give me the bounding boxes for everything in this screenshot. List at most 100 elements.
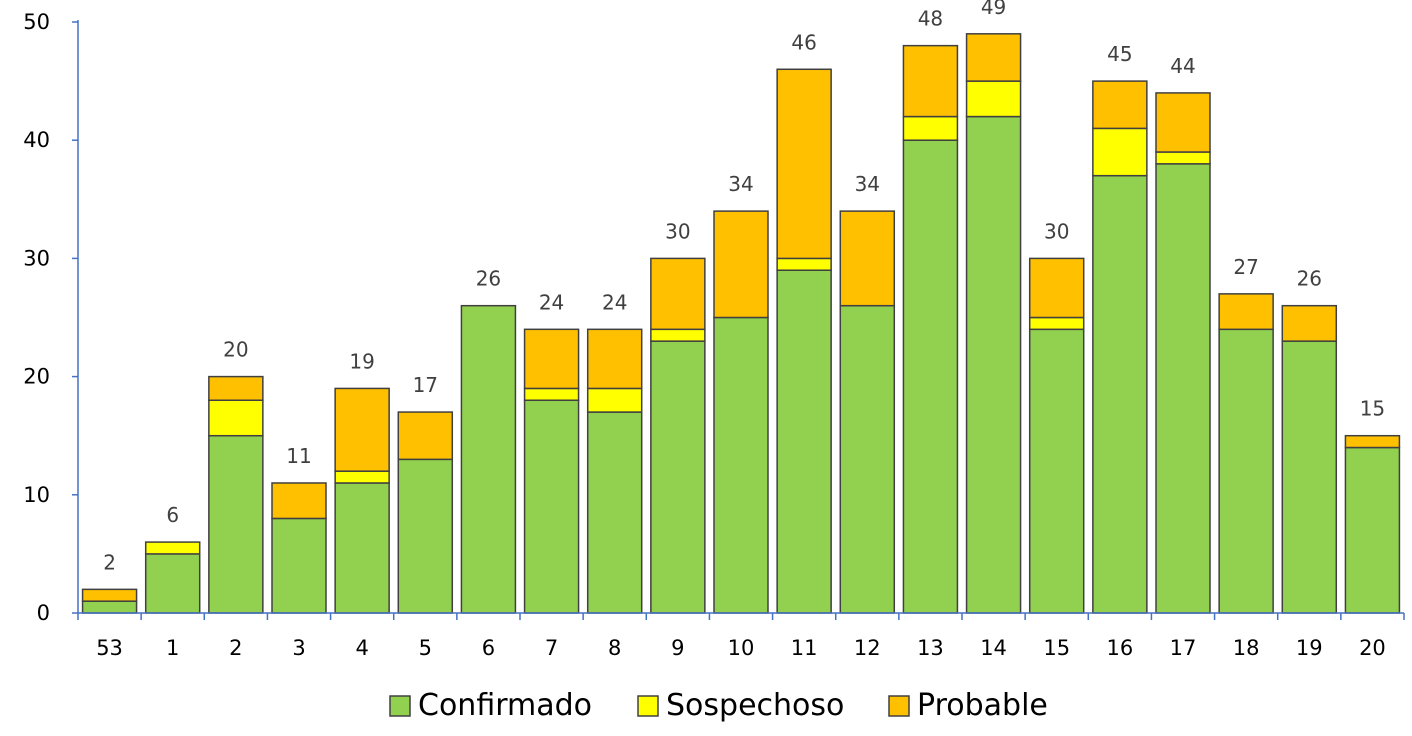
bar-segment-probable-10 (713, 210, 769, 319)
bar-segment-confirmado-9 (650, 340, 706, 614)
bar-segment-probable-4 (334, 387, 390, 472)
bar-segment-probable-20 (1344, 434, 1401, 449)
data-label-total: 24 (539, 290, 564, 314)
y-tick-label: 30 (23, 246, 50, 270)
bar-segment-confirmado-16 (1092, 174, 1148, 614)
data-label-total: 15 (1360, 397, 1385, 421)
data-label-total: 34 (855, 172, 880, 196)
bar-segment-probable-9 (650, 257, 706, 331)
data-label-total: 11 (286, 444, 311, 468)
bar-segment-confirmado-11 (776, 269, 832, 614)
y-tick-label: 10 (23, 483, 50, 507)
x-tick-label-14: 14 (980, 636, 1007, 660)
legend-swatch-probable (888, 695, 910, 717)
bar-segment-sospechoso-4 (334, 470, 390, 484)
x-tick-label-53: 53 (96, 636, 123, 660)
bar-segment-sospechoso-17 (1155, 151, 1211, 165)
x-tick-label-3: 3 (292, 636, 305, 660)
x-tick-label-19: 19 (1296, 636, 1323, 660)
bar-segment-probable-15 (1028, 257, 1085, 319)
y-tick-label: 0 (37, 601, 50, 625)
bar-segment-confirmado-8 (586, 411, 643, 614)
x-tick-label-6: 6 (482, 636, 495, 660)
x-tick-label-5: 5 (419, 636, 432, 660)
x-tick-label-13: 13 (917, 636, 944, 660)
bar-segment-confirmado-4 (334, 482, 390, 614)
bar-segment-probable-7 (523, 328, 580, 390)
x-tick-label-7: 7 (545, 636, 558, 660)
data-label-total: 49 (981, 0, 1006, 19)
bar-segment-confirmado-20 (1344, 446, 1401, 614)
legend-label-sospechoso: Sospechoso (666, 688, 844, 723)
bar-segment-confirmado-10 (713, 316, 769, 614)
bar-segment-probable-2 (208, 375, 264, 401)
x-tick-label-9: 9 (671, 636, 684, 660)
bar-segment-probable-53 (81, 588, 138, 602)
data-label-total: 46 (791, 30, 816, 54)
bar-segment-confirmado-5 (397, 458, 454, 614)
bar-segment-confirmado-18 (1218, 328, 1274, 614)
bar-segment-sospechoso-13 (902, 115, 959, 141)
bar-segment-confirmado-7 (523, 399, 580, 614)
data-label-total: 48 (918, 7, 943, 31)
x-tick-label-10: 10 (728, 636, 755, 660)
bar-segment-probable-18 (1218, 293, 1274, 331)
bar-segment-sospechoso-2 (208, 399, 264, 437)
legend-label-probable: Probable (917, 688, 1048, 723)
bar-segment-sospechoso-7 (523, 387, 580, 401)
bar-segment-probable-14 (965, 33, 1022, 82)
x-tick-label-11: 11 (791, 636, 818, 660)
x-tick-label-8: 8 (608, 636, 621, 660)
data-label-total: 20 (223, 338, 248, 362)
bar-segment-confirmado-2 (208, 434, 264, 614)
y-tick-label: 40 (23, 128, 50, 152)
x-tick-label-12: 12 (854, 636, 881, 660)
data-label-total: 45 (1107, 42, 1132, 66)
bar-segment-sospechoso-9 (650, 328, 706, 342)
bar-segment-probable-17 (1155, 92, 1211, 153)
data-label-total: 27 (1233, 255, 1258, 279)
data-label-total: 30 (665, 219, 690, 243)
data-label-total: 6 (166, 503, 179, 527)
bar-segment-probable-12 (839, 210, 896, 307)
data-label-total: 30 (1044, 219, 1069, 243)
legend-label-confirmado: Confirmado (418, 688, 592, 723)
bar-segment-confirmado-15 (1028, 328, 1085, 614)
legend: Confirmado Sospechoso Probable (389, 688, 1048, 723)
bar-segment-confirmado-3 (271, 517, 327, 614)
bar-segment-sospechoso-8 (586, 387, 643, 413)
legend-swatch-confirmado (389, 695, 411, 717)
data-label-total: 26 (1297, 267, 1322, 291)
data-label-total: 44 (1170, 54, 1195, 78)
bar-segment-sospechoso-11 (776, 257, 832, 271)
x-tick-label-1: 1 (166, 636, 179, 660)
data-label-total: 17 (413, 373, 438, 397)
x-tick-label-18: 18 (1233, 636, 1260, 660)
bar-segment-confirmado-14 (965, 115, 1022, 614)
bar-segment-sospechoso-16 (1092, 127, 1148, 177)
x-tick-label-20: 20 (1359, 636, 1386, 660)
data-label-total: 19 (349, 349, 374, 373)
bar-segment-sospechoso-1 (144, 541, 201, 555)
bar-segment-sospechoso-14 (965, 80, 1022, 118)
bar-segment-confirmado-12 (839, 304, 896, 614)
x-tick-label-17: 17 (1170, 636, 1197, 660)
y-tick-label: 20 (23, 365, 50, 389)
x-tick-label-16: 16 (1106, 636, 1133, 660)
x-tick-label-4: 4 (355, 636, 368, 660)
bar-segment-confirmado-1 (144, 553, 201, 614)
x-tick-label-2: 2 (229, 636, 242, 660)
data-label-total: 34 (728, 172, 753, 196)
bar-segment-probable-16 (1092, 80, 1148, 130)
y-tick-label: 50 (23, 10, 50, 34)
data-label-total: 26 (476, 267, 501, 291)
data-label-total: 2 (103, 550, 116, 574)
x-tick-label-15: 15 (1043, 636, 1070, 660)
bar-segment-probable-13 (902, 44, 959, 118)
bar-segment-confirmado-53 (81, 600, 138, 614)
bar-segment-probable-11 (776, 68, 832, 260)
bar-segment-confirmado-6 (460, 304, 517, 614)
bar-segment-sospechoso-15 (1028, 316, 1085, 331)
